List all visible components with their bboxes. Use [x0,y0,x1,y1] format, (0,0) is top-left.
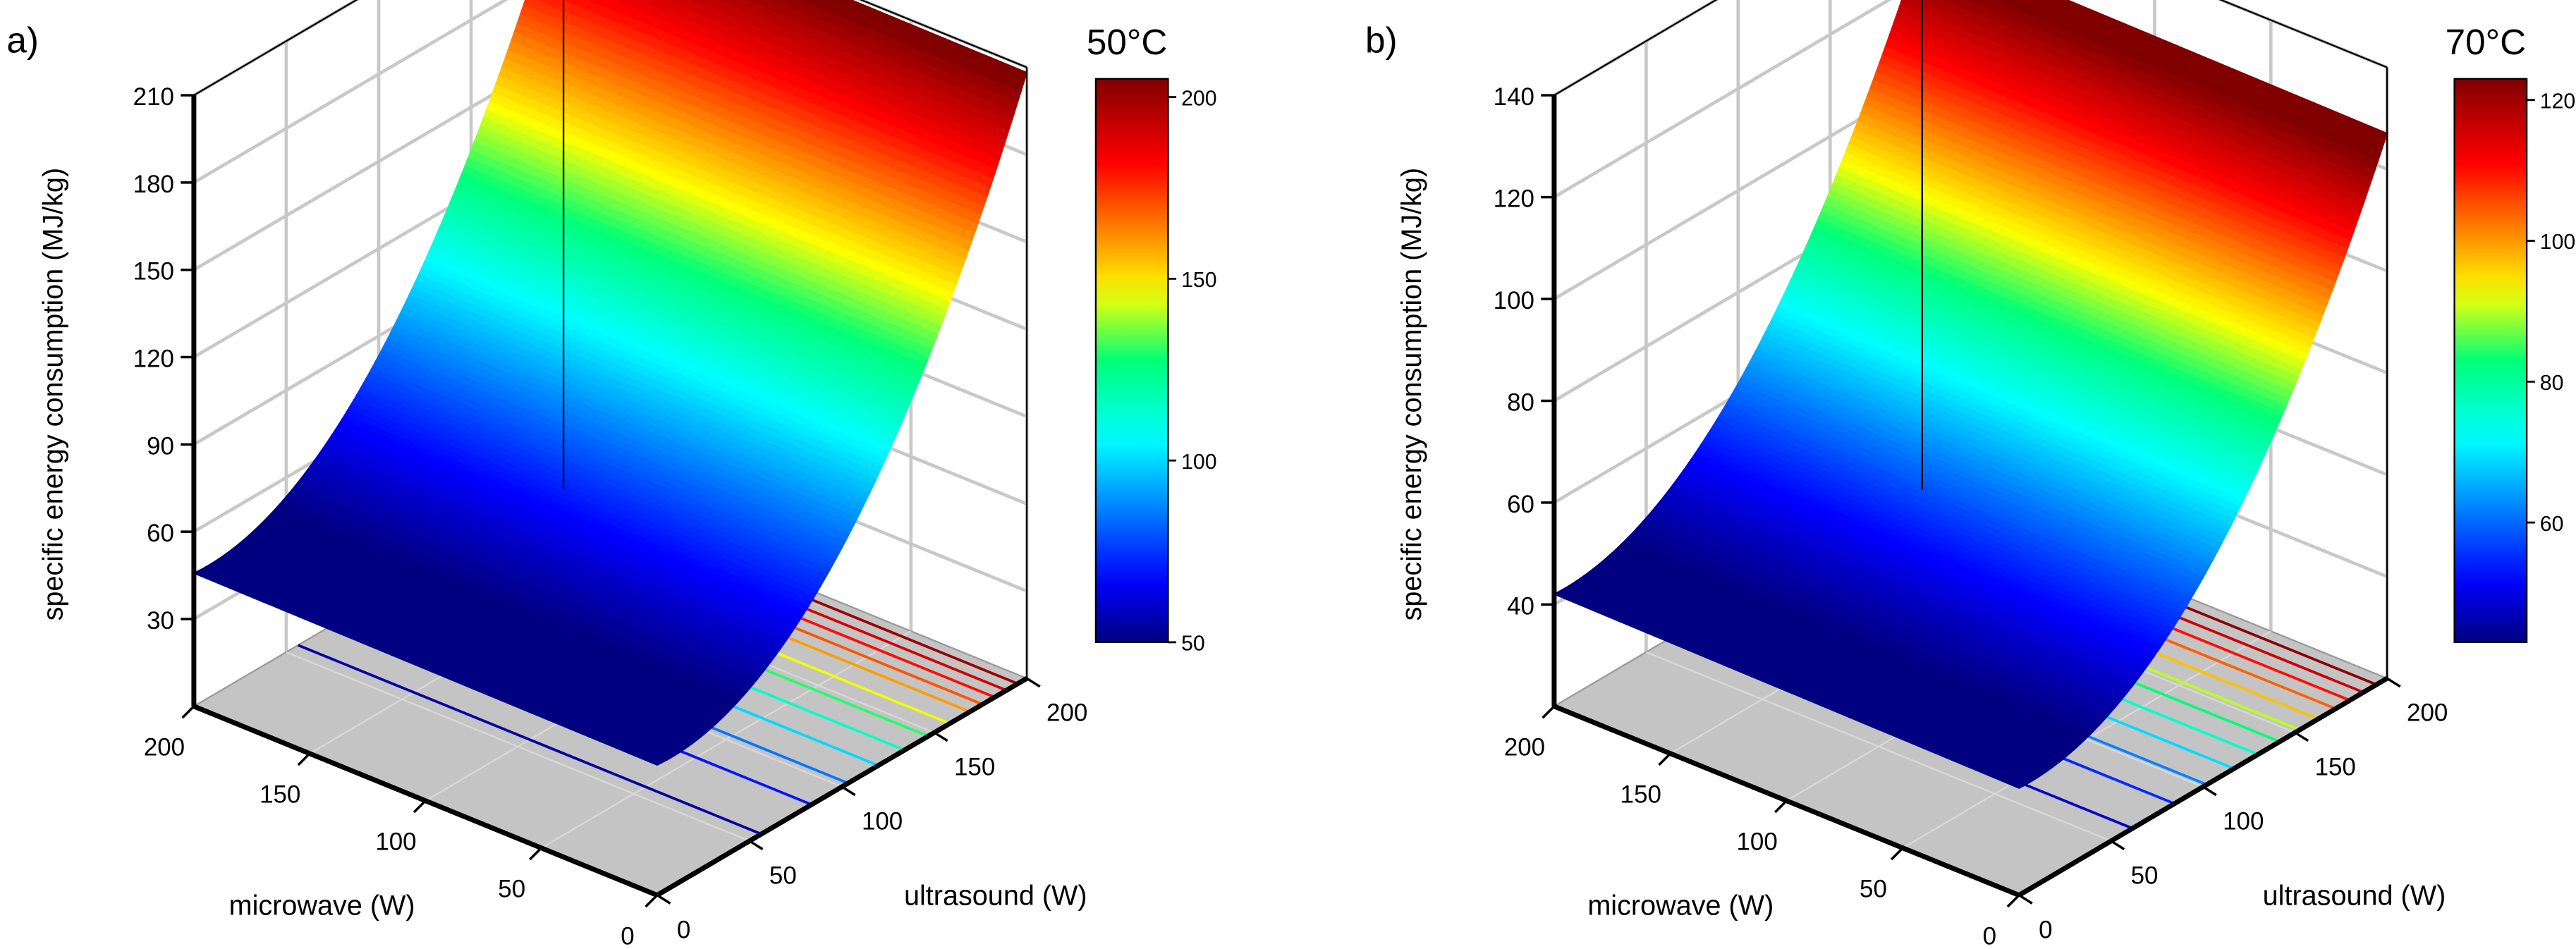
top-edge-line [193,0,1027,97]
z-tick-label: 140 [1494,83,1534,111]
microwave-tick [2006,894,2020,908]
ultrasound-tick-label: 200 [2407,699,2448,727]
microwave-axis-label: microwave (W) [1587,890,1774,922]
microwave-tick [181,705,195,719]
ultrasound-tick [934,731,948,742]
colorbar [1094,78,1169,644]
z-tick-label: 150 [133,258,174,286]
colorbar-tick-label: 100 [1181,451,1217,474]
microwave-tick-label: 50 [1860,876,1887,903]
top-edge-line [1553,0,2388,97]
microwave-tick [1774,800,1788,814]
z-tick-label: 210 [133,83,174,111]
ultrasound-tick-label: 100 [862,808,903,835]
colorbar-tick-label: 60 [2540,513,2564,536]
ultrasound-tick-label: 150 [954,754,995,781]
z-tick-label: 30 [147,607,174,635]
chart-panel-a: 30 60 90 120 150 180 210 0 50 100 150 200 0 50 100 150 2… [6,0,1217,949]
microwave-tick-label: 0 [1983,923,1996,945]
panel-label: a) [6,20,39,61]
ultrasound-tick-label: 100 [2223,808,2264,835]
ultrasound-tick [2294,731,2309,742]
microwave-tick-label: 0 [621,923,634,945]
axes: 40 60 80 100 120 140 0 50 100 150 200 0 50 100 150 200 [1494,0,2448,949]
colorbar [2453,78,2528,644]
chart-panel-b: 40 60 80 100 120 140 0 50 100 150 200 0 50 100 150 200 s… [1365,0,2576,949]
ultrasound-tick-label: 200 [1046,699,1087,727]
surface [1552,0,2388,789]
z-tick-label: 100 [1494,287,1534,314]
z-tick-label: 80 [1507,388,1534,416]
microwave-tick-label: 200 [1504,734,1545,761]
microwave-tick-label: 100 [1736,828,1777,856]
colorbar-tick-label: 200 [1181,87,1217,110]
colorbar-tick-label: 120 [2540,90,2576,113]
colorbar-tick-label: 100 [2540,231,2576,254]
surface-strip [1552,592,2024,789]
panel-label: b) [1365,20,1398,61]
microwave-tick [297,752,311,766]
z-tick-label: 120 [1494,185,1534,213]
temperature-title: 70°C [2446,22,2527,62]
z-axis-label: specific energy consumption (MJ/kg) [1396,168,1427,621]
colorbar-tick-label: 80 [2540,372,2564,395]
microwave-tick [1658,752,1671,766]
ultrasound-tick-label: 50 [769,862,797,889]
z-tick-label: 60 [1507,491,1534,518]
microwave-tick-label: 150 [1620,781,1661,809]
microwave-axis-label: microwave (W) [229,890,415,922]
ultrasound-tick [2386,677,2401,688]
ultrasound-tick [841,785,856,797]
microwave-tick [1890,847,1904,861]
z-tick-label: 40 [1507,592,1534,620]
z-tick-label: 90 [147,432,174,460]
z-tick-label: 120 [133,345,174,373]
microwave-tick [413,800,427,814]
ultrasound-axis-label: ultrasound (W) [2263,881,2446,912]
colorbar-tick-label: 150 [1181,269,1217,292]
ultrasound-tick [2110,840,2125,850]
axes: 30 60 90 120 150 180 210 0 50 100 150 200 0 50 100 150 2… [133,0,1087,949]
ultrasound-axis-label: ultrasound (W) [904,881,1087,912]
z-axis-label: specific energy consumption (MJ/kg) [38,168,69,621]
ultrasound-tick-label: 150 [2315,754,2356,781]
ultrasound-tick [749,840,764,850]
z-tick-label: 180 [133,171,174,198]
z-tick-label: 60 [147,520,174,547]
microwave-tick [529,847,542,861]
temperature-title: 50°C [1087,22,1168,62]
contour-line [298,644,762,835]
microwave-tick [1542,705,1556,719]
surface-strip [192,570,662,766]
ultrasound-tick-label: 50 [2131,862,2159,889]
microwave-tick [645,894,659,908]
microwave-tick-label: 50 [498,876,525,903]
microwave-tick-label: 200 [144,734,185,761]
ultrasound-tick [1026,677,1041,688]
ultrasound-tick [656,894,671,905]
ultrasound-tick-label: 0 [677,916,690,943]
colorbar-tick-label: 50 [1181,632,1205,656]
ultrasound-tick [2018,894,2033,905]
microwave-tick-label: 100 [375,828,416,856]
ultrasound-tick [2202,785,2217,797]
surface [192,0,1028,766]
ultrasound-tick-label: 0 [2039,916,2052,943]
microwave-tick-label: 150 [260,781,300,809]
